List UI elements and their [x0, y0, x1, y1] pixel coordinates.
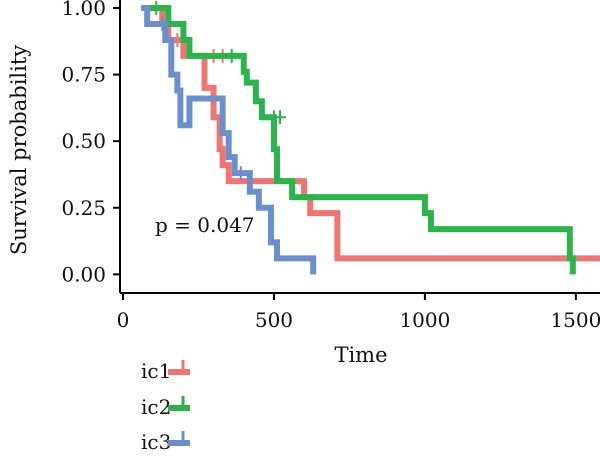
axes: 0.00 0.25 0.50 0.75 1.00 0 500 1000 1500 — [61, 0, 600, 332]
survival-curves — [141, 0, 600, 275]
censor-mark-ic2 — [225, 48, 238, 63]
censor-mark-ic3 — [234, 166, 247, 181]
x-axis-title: Time — [334, 343, 387, 367]
y-tick-label: 0.75 — [61, 63, 106, 87]
y-axis-ticks: 0.00 0.25 0.50 0.75 1.00 — [61, 0, 120, 286]
x-tick-label: 1000 — [399, 308, 450, 332]
y-tick-label: 0.50 — [61, 129, 106, 153]
curve-ic2 — [141, 4, 576, 275]
x-axis-ticks: 0 500 1000 1500 — [117, 293, 600, 332]
censor-mark-ic3 — [156, 16, 169, 31]
y-tick-label: 0.00 — [61, 262, 106, 286]
y-axis-title: Survival probability — [7, 45, 31, 255]
p-value-annotation: p = 0.047 — [155, 213, 255, 237]
censor-mark-ic2 — [274, 110, 286, 125]
x-tick-label: 1500 — [550, 308, 600, 332]
censor-mark-ic2 — [150, 0, 163, 15]
legend-label-ic1: ic1 — [141, 359, 171, 383]
x-tick-label: 500 — [255, 308, 293, 332]
y-tick-label: 0.25 — [61, 196, 106, 220]
x-tick-label: 0 — [117, 308, 130, 332]
curve-ic3 — [141, 4, 317, 275]
legend: ic1 ic2 ic3 — [141, 359, 190, 454]
y-tick-label: 1.00 — [61, 0, 106, 20]
legend-label-ic2: ic2 — [141, 395, 171, 419]
legend-label-ic3: ic3 — [141, 430, 171, 454]
